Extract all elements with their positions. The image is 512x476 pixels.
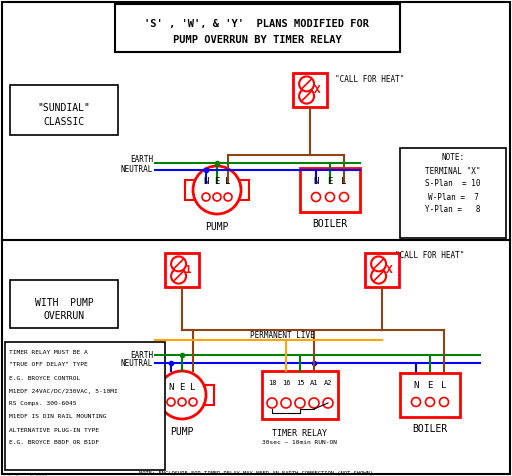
Circle shape <box>339 192 349 201</box>
Text: TIMER RELAY: TIMER RELAY <box>272 428 328 437</box>
Text: NOTE: ENCLOSURE FOR TIMER RELAY MAY NEED AN EARTH CONNECTION (NOT SHOWN): NOTE: ENCLOSURE FOR TIMER RELAY MAY NEED… <box>139 472 373 476</box>
Text: A1: A1 <box>310 380 318 386</box>
Text: RS Comps. 300-6045: RS Comps. 300-6045 <box>9 401 76 407</box>
Circle shape <box>299 89 314 104</box>
Bar <box>400 373 460 417</box>
Text: NOTE:: NOTE: <box>441 153 464 162</box>
Text: N: N <box>413 381 419 390</box>
Text: "TRUE OFF DELAY" TYPE: "TRUE OFF DELAY" TYPE <box>9 363 88 367</box>
Bar <box>365 253 399 287</box>
Text: BOILER: BOILER <box>312 219 348 229</box>
Text: NEUTRAL: NEUTRAL <box>121 166 153 175</box>
Bar <box>10 280 118 328</box>
Text: E: E <box>215 178 220 187</box>
Text: E: E <box>428 381 433 390</box>
Circle shape <box>178 398 186 406</box>
Circle shape <box>171 257 186 271</box>
Text: E: E <box>179 383 185 391</box>
Circle shape <box>425 397 435 407</box>
Text: 30sec ~ 10min RUN-ON: 30sec ~ 10min RUN-ON <box>263 440 337 446</box>
Text: "CALL FOR HEAT": "CALL FOR HEAT" <box>335 76 404 85</box>
Text: N: N <box>168 383 174 391</box>
Bar <box>150 385 160 405</box>
Text: L: L <box>441 381 446 390</box>
Circle shape <box>167 398 175 406</box>
Text: M1EDF 24VAC/DC/230VAC, 5-10MI: M1EDF 24VAC/DC/230VAC, 5-10MI <box>9 388 118 394</box>
Circle shape <box>213 193 221 201</box>
Text: 'S' , 'W', & 'Y'  PLANS MODIFIED FOR: 'S' , 'W', & 'Y' PLANS MODIFIED FOR <box>144 19 370 29</box>
Text: M1EDF IS DIN RAIL MOUNTING: M1EDF IS DIN RAIL MOUNTING <box>9 415 106 419</box>
Circle shape <box>224 193 232 201</box>
Text: L: L <box>190 383 196 391</box>
Circle shape <box>412 397 420 407</box>
Circle shape <box>202 193 210 201</box>
Text: PERMANENT LIVE: PERMANENT LIVE <box>250 331 314 340</box>
Circle shape <box>326 192 334 201</box>
Text: "SUNDIAL": "SUNDIAL" <box>37 103 91 113</box>
Text: PUMP: PUMP <box>205 222 229 232</box>
Text: TERMINAL "X": TERMINAL "X" <box>425 167 481 176</box>
Bar <box>10 85 118 135</box>
Text: 16: 16 <box>282 380 290 386</box>
Text: N: N <box>313 177 318 186</box>
Text: EARTH: EARTH <box>130 156 153 165</box>
Text: X: X <box>386 265 392 275</box>
Bar <box>400 148 506 238</box>
Text: ALTERNATIVE PLUG-IN TYPE: ALTERNATIVE PLUG-IN TYPE <box>9 427 99 433</box>
Text: L: L <box>342 177 347 186</box>
Text: W-Plan =  7: W-Plan = 7 <box>428 192 478 201</box>
Text: NEUTRAL: NEUTRAL <box>121 358 153 367</box>
Circle shape <box>193 166 241 214</box>
Circle shape <box>158 371 206 419</box>
Text: "CALL FOR HEAT": "CALL FOR HEAT" <box>395 250 465 259</box>
Text: S-Plan  = 10: S-Plan = 10 <box>425 179 481 188</box>
Circle shape <box>299 77 314 91</box>
Text: EARTH: EARTH <box>130 350 153 359</box>
Circle shape <box>189 398 197 406</box>
Text: PUMP: PUMP <box>170 427 194 437</box>
Text: CLASSIC: CLASSIC <box>44 117 84 127</box>
Text: OVERRUN: OVERRUN <box>44 311 84 321</box>
Text: E.G. BROYCE CONTROL: E.G. BROYCE CONTROL <box>9 376 80 380</box>
Text: 18: 18 <box>268 380 276 386</box>
Text: A2: A2 <box>324 380 332 386</box>
Bar <box>165 253 199 287</box>
Bar <box>239 180 249 200</box>
Text: L: L <box>225 178 231 187</box>
Bar <box>204 385 214 405</box>
Circle shape <box>311 192 321 201</box>
Text: 1: 1 <box>185 265 192 275</box>
Text: E: E <box>327 177 333 186</box>
Circle shape <box>267 398 277 408</box>
Text: Y-Plan =   8: Y-Plan = 8 <box>425 206 481 215</box>
Circle shape <box>371 257 386 271</box>
Text: N: N <box>203 178 209 187</box>
Bar <box>300 168 360 212</box>
Bar <box>5 342 165 470</box>
Text: PUMP OVERRUN BY TIMER RELAY: PUMP OVERRUN BY TIMER RELAY <box>173 35 342 45</box>
Text: X: X <box>313 85 320 95</box>
Bar <box>293 73 327 107</box>
Circle shape <box>439 397 449 407</box>
Circle shape <box>171 268 186 284</box>
Circle shape <box>295 398 305 408</box>
Text: WITH  PUMP: WITH PUMP <box>35 298 93 308</box>
Circle shape <box>371 268 386 284</box>
Text: TIMER RELAY MUST BE A: TIMER RELAY MUST BE A <box>9 349 88 355</box>
Bar <box>262 371 338 419</box>
Text: BOILER: BOILER <box>412 424 447 434</box>
Circle shape <box>281 398 291 408</box>
Circle shape <box>323 398 333 408</box>
Bar <box>115 4 400 52</box>
Circle shape <box>309 398 319 408</box>
Text: 15: 15 <box>296 380 304 386</box>
Text: E.G. BROYCE B8DF OR B1DF: E.G. BROYCE B8DF OR B1DF <box>9 440 99 446</box>
Bar <box>185 180 195 200</box>
